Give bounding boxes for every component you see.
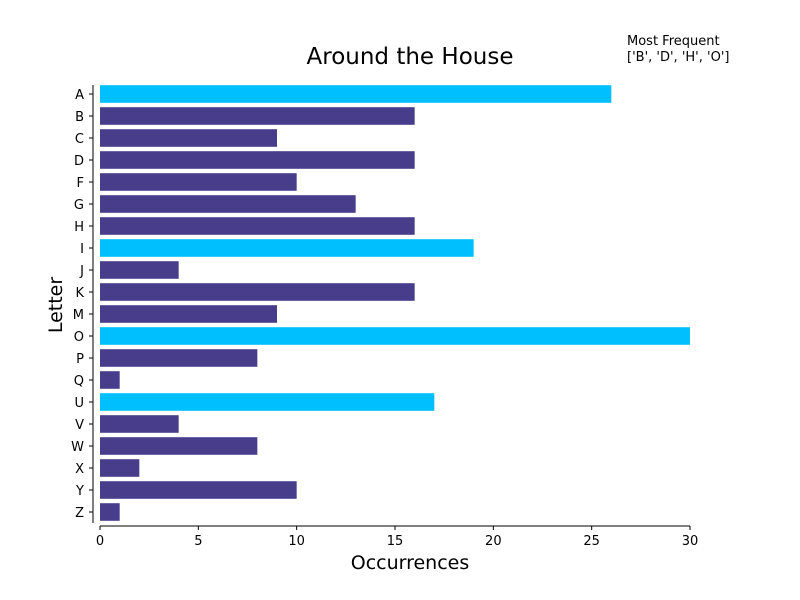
bar-f: [100, 173, 297, 191]
y-tick-label: D: [74, 154, 84, 169]
y-tick-label: Y: [75, 484, 84, 499]
bar-d: [100, 151, 415, 169]
bar-v: [100, 415, 179, 433]
x-tick-label: 10: [288, 534, 305, 549]
bar-j: [100, 261, 179, 279]
x-tick-label: 25: [583, 534, 600, 549]
x-tick-label: 15: [387, 534, 404, 549]
x-tick-label: 30: [682, 534, 699, 549]
y-tick-label: W: [71, 440, 84, 455]
x-tick-label: 0: [96, 534, 104, 549]
most-frequent-annotation: Most Frequent ['B', 'D', 'H', 'O']: [627, 34, 729, 66]
bar-q: [100, 371, 120, 389]
y-tick-label: F: [77, 176, 84, 191]
bar-u: [100, 393, 435, 411]
bar-o: [100, 327, 690, 345]
y-tick-label: K: [75, 286, 84, 301]
bars-group: [100, 85, 690, 521]
annotation-letters: ['B', 'D', 'H', 'O']: [627, 50, 730, 65]
bar-h: [100, 217, 415, 235]
bar-m: [100, 305, 277, 323]
y-tick-label: M: [73, 308, 84, 323]
y-tick-label: O: [74, 330, 84, 345]
y-tick-label: I: [80, 242, 84, 257]
bar-c: [100, 129, 277, 147]
y-tick-label: C: [75, 132, 84, 147]
y-tick-label: J: [79, 264, 84, 279]
bar-w: [100, 437, 258, 455]
bar-y: [100, 481, 297, 499]
x-axis-label: Occurrences: [351, 552, 470, 574]
x-tick-label: 5: [194, 534, 202, 549]
bar-b: [100, 107, 415, 125]
bar-a: [100, 85, 612, 103]
chart-title: Around the House: [307, 44, 514, 70]
bar-g: [100, 195, 356, 213]
bar-k: [100, 283, 415, 301]
y-tick-label: H: [74, 220, 84, 235]
y-tick-label: A: [75, 88, 84, 103]
y-tick-label: P: [76, 352, 84, 367]
y-tick-label: B: [75, 110, 84, 125]
y-tick-label: V: [75, 418, 84, 433]
y-tick-label: Q: [74, 374, 84, 389]
bar-p: [100, 349, 258, 367]
y-tick-label: U: [74, 396, 84, 411]
x-tick-label: 20: [485, 534, 502, 549]
x-ticks-group: 0 5 10 15 20 25 30: [96, 526, 698, 549]
y-tick-label: Z: [75, 506, 84, 521]
bar-z: [100, 503, 120, 521]
y-tick-label: X: [75, 462, 84, 477]
bar-i: [100, 239, 474, 257]
y-tick-label: G: [74, 198, 84, 213]
bar-x: [100, 459, 140, 477]
annotation-heading: Most Frequent: [627, 34, 720, 49]
y-axis-label: Letter: [45, 277, 67, 334]
